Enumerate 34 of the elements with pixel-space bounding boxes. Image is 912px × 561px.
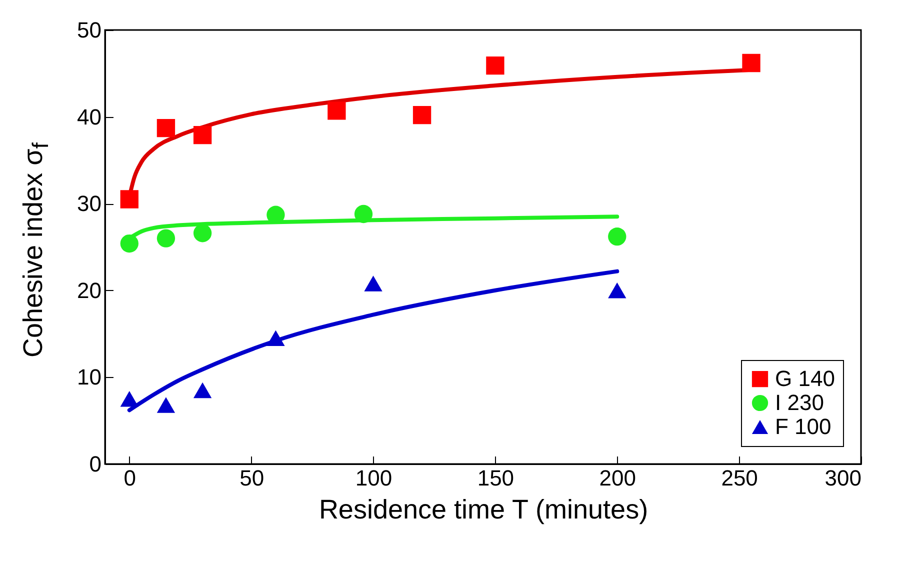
point — [193, 126, 212, 144]
point — [328, 102, 346, 120]
x-tick-label: 200 — [599, 466, 636, 490]
x-tick-label: 50 — [240, 466, 264, 490]
y-tick-label: 50 — [77, 18, 102, 42]
point — [120, 391, 138, 407]
point — [608, 228, 626, 246]
y-tick-label: 20 — [77, 278, 102, 303]
x-tick-label: 250 — [721, 466, 758, 490]
point — [364, 276, 382, 292]
point — [156, 229, 176, 248]
point — [486, 56, 504, 75]
point — [120, 234, 138, 253]
x-axis-title: Residence time T (minutes) — [318, 494, 648, 524]
y-tick-label: 40 — [77, 104, 102, 130]
legend-label: I 230 — [775, 390, 824, 415]
point — [120, 190, 138, 208]
point — [156, 397, 176, 413]
point — [742, 54, 760, 72]
point — [193, 382, 212, 398]
point — [412, 106, 432, 124]
legend-label: G 140 — [775, 366, 835, 391]
legend-label: F 100 — [775, 414, 832, 439]
x-tick-label: 100 — [355, 466, 392, 490]
x-tick-label: 0 — [124, 466, 136, 490]
point — [266, 330, 285, 346]
point — [193, 224, 212, 242]
x-tick-label: 150 — [477, 466, 514, 490]
y-tick-label: 10 — [77, 364, 102, 390]
point — [156, 119, 176, 138]
y-tick-label: 30 — [77, 191, 102, 216]
x-tick-label: 300 — [824, 466, 862, 490]
point — [608, 282, 626, 298]
point — [354, 204, 373, 224]
